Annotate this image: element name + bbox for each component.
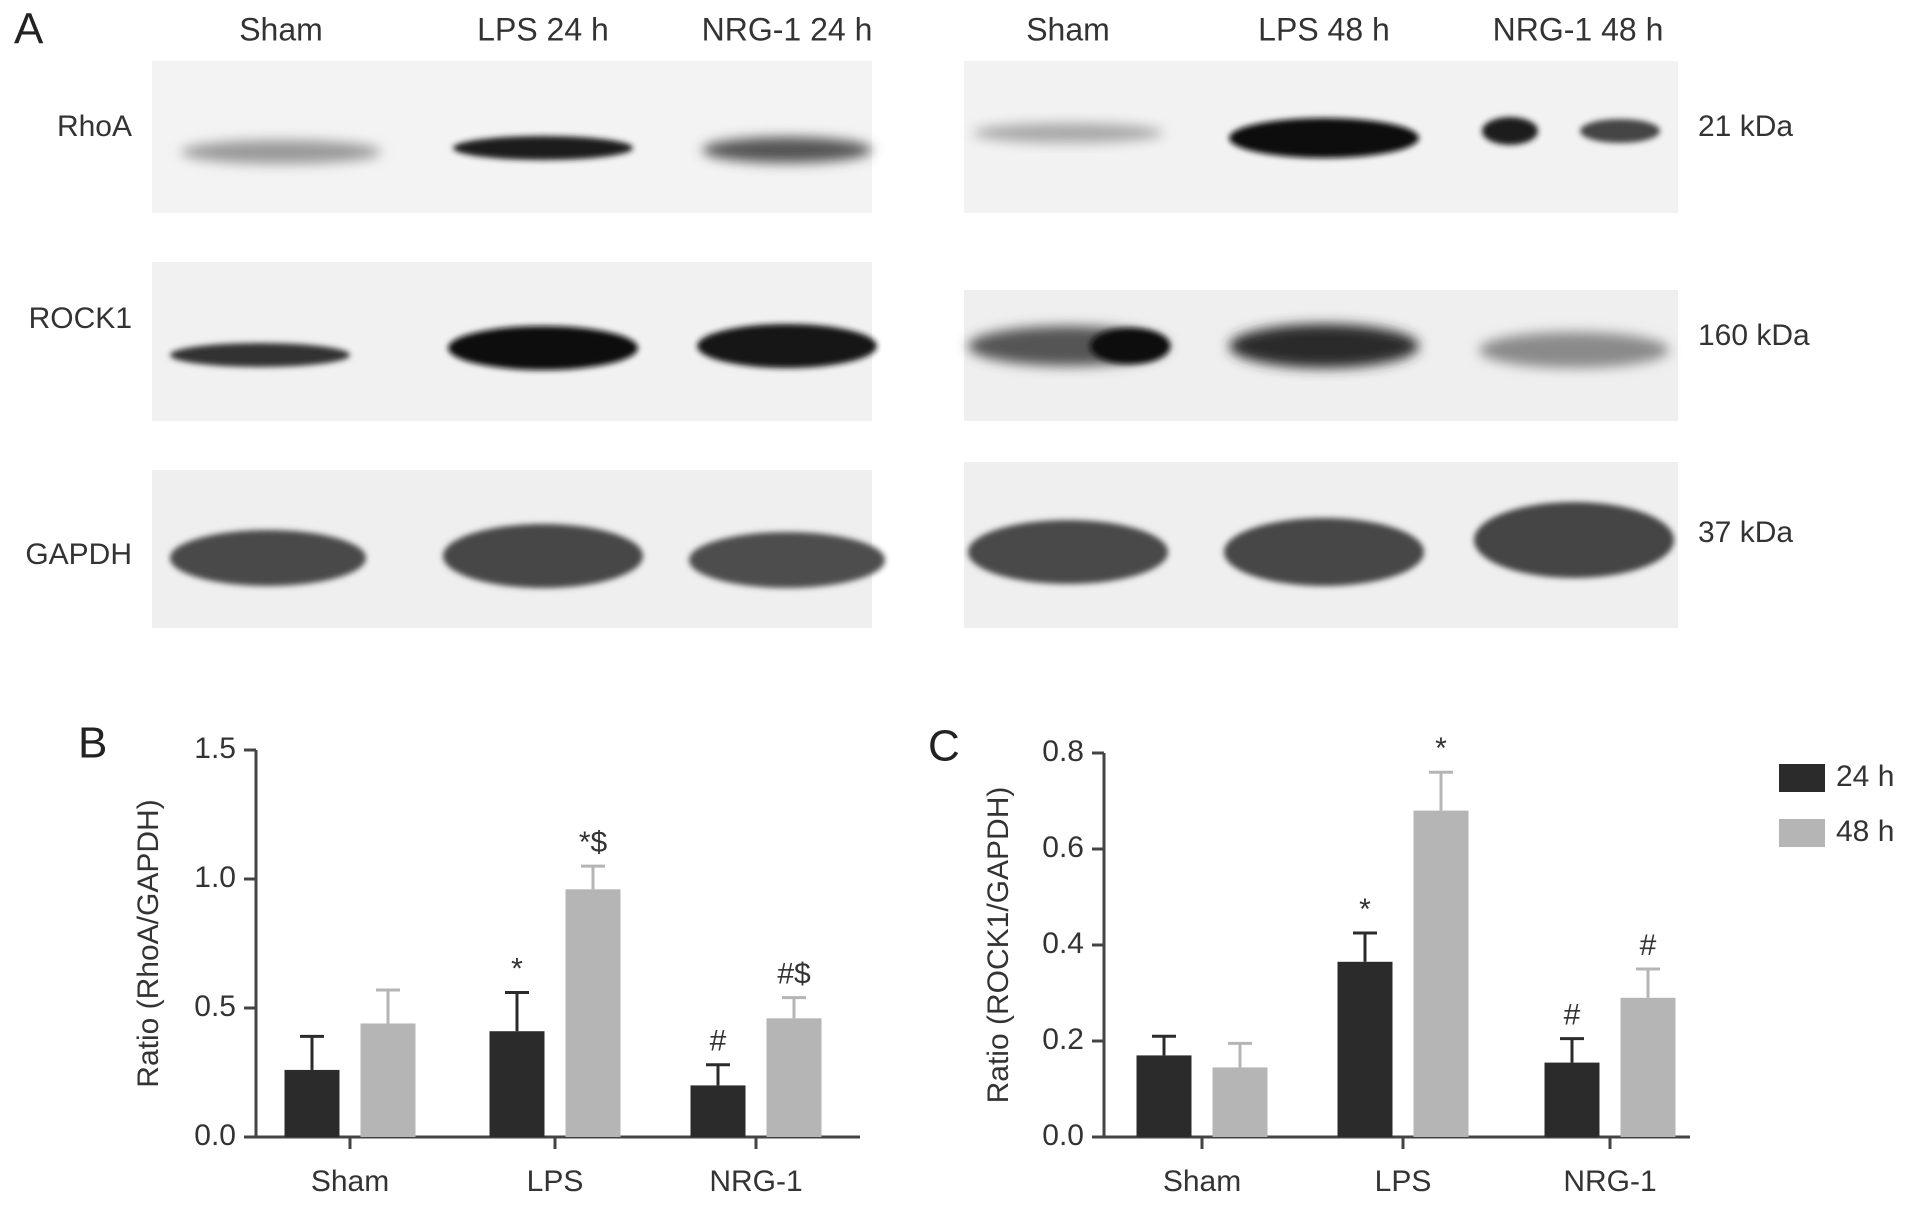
y-axis-label: Ratio (RhoA/GAPDH): [132, 799, 165, 1087]
panel-label: C: [928, 722, 960, 771]
significance-label: *$: [579, 826, 608, 859]
x-tick-label: Sham: [311, 1165, 389, 1198]
bar: [1544, 1062, 1600, 1137]
y-tick-label: 1.5: [194, 732, 236, 765]
bar: [360, 1023, 416, 1137]
lane-label: NRG-1 48 h: [1493, 11, 1664, 47]
y-tick-label: 1.0: [194, 861, 236, 894]
legend-swatch: [1779, 819, 1825, 847]
y-tick-label: 0.0: [1042, 1119, 1084, 1152]
protein-label: ROCK1: [29, 302, 132, 335]
bar: [284, 1069, 340, 1137]
x-tick-label: NRG-1: [1563, 1165, 1656, 1198]
y-tick-label: 0.6: [1042, 831, 1084, 864]
significance-label: #$: [777, 958, 811, 991]
bar: [1413, 810, 1469, 1137]
bar: [1212, 1067, 1268, 1137]
x-tick-label: NRG-1: [709, 1165, 802, 1198]
y-tick-label: 0.0: [194, 1119, 236, 1152]
panel-label: B: [78, 719, 107, 768]
significance-label: #: [710, 1025, 727, 1058]
bar: [1620, 997, 1676, 1137]
bar: [766, 1018, 822, 1137]
x-tick-label: Sham: [1163, 1165, 1241, 1198]
size-label: 37 kDa: [1698, 516, 1793, 549]
size-label: 21 kDa: [1698, 110, 1793, 143]
significance-label: #: [1640, 929, 1657, 962]
bar: [690, 1085, 746, 1137]
legend-label: 24 h: [1836, 760, 1894, 793]
protein-label: GAPDH: [25, 538, 132, 571]
lane-label: LPS 24 h: [477, 11, 609, 47]
significance-label: *: [511, 952, 523, 985]
panel-label: A: [14, 5, 44, 54]
charts: B Ratio (RhoA/GAPDH) 0.0 0.5 1.0 1.5 Sham LPS * *…: [78, 719, 1894, 1198]
lane-label: Sham: [1026, 11, 1110, 47]
significance-label: #: [1564, 999, 1581, 1032]
bar: [1136, 1055, 1192, 1137]
blot-panel: [152, 61, 1678, 628]
lane-label: NRG-1 24 h: [702, 11, 873, 47]
y-tick-label: 0.8: [1042, 735, 1084, 768]
y-tick-label: 0.4: [1042, 927, 1084, 960]
x-tick-label: LPS: [1375, 1165, 1432, 1198]
size-label: 160 kDa: [1698, 319, 1810, 352]
lane-label: LPS 48 h: [1258, 11, 1390, 47]
lane-label: Sham: [239, 11, 323, 47]
legend-label: 48 h: [1836, 815, 1894, 848]
bar: [1337, 961, 1393, 1137]
significance-label: *: [1359, 893, 1371, 926]
y-tick-label: 0.5: [194, 990, 236, 1023]
y-axis-label: Ratio (ROCK1/GAPDH): [982, 787, 1015, 1104]
significance-label: *: [1435, 732, 1447, 765]
legend-swatch: [1779, 764, 1825, 792]
y-tick-label: 0.2: [1042, 1023, 1084, 1056]
protein-label: RhoA: [57, 110, 132, 143]
bar: [565, 889, 621, 1137]
bar: [489, 1031, 545, 1137]
x-tick-label: LPS: [527, 1165, 584, 1198]
